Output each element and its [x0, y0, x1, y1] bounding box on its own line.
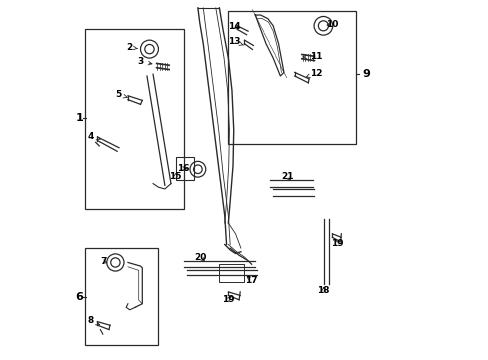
Text: 12: 12: [305, 69, 322, 78]
Text: 19: 19: [222, 294, 234, 303]
Text: 10: 10: [325, 19, 338, 28]
Bar: [85, 30, 183, 209]
Text: 5: 5: [115, 90, 127, 99]
Text: 13: 13: [228, 37, 243, 46]
Text: 17: 17: [245, 276, 258, 285]
Text: 20: 20: [194, 253, 206, 262]
Text: 2: 2: [125, 43, 138, 52]
Bar: [228, 12, 355, 144]
Text: 15: 15: [169, 172, 182, 181]
Bar: [176, 157, 193, 180]
Text: 18: 18: [317, 286, 329, 295]
Text: 8: 8: [88, 316, 100, 325]
Text: 1: 1: [76, 113, 83, 123]
Text: 19: 19: [330, 239, 343, 248]
Text: 14: 14: [228, 22, 240, 31]
Bar: [85, 248, 158, 345]
Text: 11: 11: [302, 52, 322, 61]
Text: 4: 4: [88, 132, 100, 141]
Bar: [219, 264, 244, 282]
Text: 6: 6: [76, 292, 83, 302]
Text: 9: 9: [362, 69, 369, 79]
Text: 7: 7: [101, 257, 107, 266]
Text: 21: 21: [281, 172, 293, 181]
Text: 16: 16: [177, 164, 189, 173]
Text: 3: 3: [137, 57, 152, 66]
